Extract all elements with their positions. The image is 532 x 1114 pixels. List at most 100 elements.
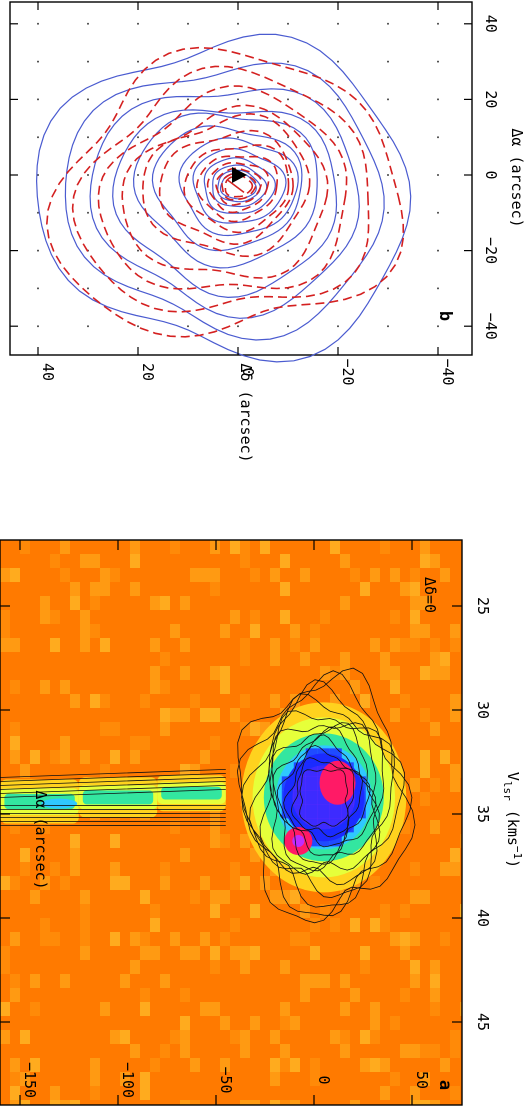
- grid-dot: [387, 60, 389, 63]
- noise-pixel: [200, 932, 210, 946]
- dashed-contour: [183, 144, 290, 234]
- noise-pixel: [230, 708, 240, 722]
- grid-dot: [437, 60, 439, 63]
- noise-pixel: [250, 848, 260, 862]
- grid-dot: [387, 22, 389, 25]
- noise-pixel: [10, 638, 20, 652]
- noise-pixel: [20, 540, 30, 554]
- panel-a: 25 30 35 40 45 −150 −100 −50 0 50 Δδ=0 a Vlsr (km…: [0, 539, 524, 1106]
- noise-pixel: [420, 764, 430, 778]
- noise-pixel: [420, 750, 430, 764]
- noise-pixel: [350, 918, 360, 932]
- panel-a-emission: [0, 702, 407, 893]
- noise-pixel: [170, 708, 180, 722]
- noise-pixel: [410, 862, 420, 876]
- core-pixel: [305, 762, 318, 777]
- noise-pixel: [50, 1086, 60, 1100]
- noise-pixel: [300, 932, 310, 946]
- panel-a-contours: [0, 667, 416, 924]
- noise-pixel: [80, 932, 90, 946]
- core-pixel: [317, 748, 330, 763]
- noise-pixel: [450, 1044, 460, 1058]
- noise-pixel: [410, 778, 420, 792]
- grid-dot: [337, 325, 339, 328]
- dashed-contour: [158, 129, 294, 246]
- noise-pixel: [180, 708, 190, 722]
- grid-dot: [287, 60, 289, 63]
- noise-pixel: [330, 918, 340, 932]
- noise-pixel: [380, 918, 390, 932]
- noise-pixel: [220, 1058, 230, 1072]
- noise-pixel: [380, 1086, 390, 1100]
- x-tick-label: 25: [474, 597, 492, 615]
- noise-pixel: [0, 568, 10, 582]
- noise-pixel: [20, 1030, 30, 1044]
- noise-pixel: [130, 1044, 140, 1058]
- noise-pixel: [100, 694, 110, 708]
- noise-pixel: [150, 666, 160, 680]
- noise-pixel: [130, 932, 140, 946]
- noise-pixel: [260, 876, 270, 890]
- noise-pixel: [460, 750, 462, 764]
- noise-pixel: [340, 1030, 350, 1044]
- noise-pixel: [20, 1100, 30, 1105]
- intensity-contour: [236, 670, 413, 917]
- dashed-contour: [215, 167, 263, 206]
- y-tick-label: −50: [217, 1066, 235, 1093]
- grid-dot: [287, 211, 289, 214]
- grid-dot: [87, 287, 89, 290]
- noise-pixel: [270, 638, 280, 652]
- y-tick-label: −150: [21, 1062, 39, 1098]
- cross-mark: [227, 179, 245, 193]
- noise-pixel: [50, 1100, 60, 1105]
- grid-dot: [237, 98, 239, 101]
- intensity-contour: [0, 788, 226, 806]
- y-tick-label: −40: [439, 358, 457, 385]
- noise-pixel: [90, 1086, 100, 1100]
- noise-pixel: [400, 582, 410, 596]
- panel-b: 40 20 0 −20 −40 40 20 0 −20 −40 b Δα (arcsec) Δδ …: [9, 1, 526, 463]
- noise-pixel: [180, 1044, 190, 1058]
- solid-contour: [178, 137, 299, 237]
- noise-pixel: [370, 1030, 380, 1044]
- grid-dot: [437, 22, 439, 25]
- grid-dot: [187, 60, 189, 63]
- noise-pixel: [350, 988, 360, 1002]
- noise-pixel: [210, 946, 220, 960]
- noise-pixel: [90, 596, 100, 610]
- grid-dot: [87, 211, 89, 214]
- noise-pixel: [250, 946, 260, 960]
- noise-pixel: [90, 1058, 100, 1072]
- noise-pixel: [290, 1058, 300, 1072]
- noise-pixel: [160, 862, 170, 876]
- noise-pixel: [250, 568, 260, 582]
- noise-pixel: [310, 1072, 320, 1086]
- noise-pixel: [430, 1002, 440, 1016]
- grid-dot: [237, 136, 239, 139]
- panel-a-ylabel: Δα (arcsec): [32, 790, 50, 889]
- emission-peak: [319, 760, 356, 805]
- emission-band: [161, 786, 222, 800]
- dashed-contour: [224, 174, 254, 198]
- noise-pixel: [0, 1030, 10, 1044]
- source-marker-icon: [232, 167, 247, 183]
- noise-pixel: [390, 1072, 400, 1086]
- noise-pixel: [40, 932, 50, 946]
- noise-pixel: [390, 666, 400, 680]
- grid-dot: [387, 136, 389, 139]
- noise-pixel: [80, 624, 90, 638]
- y-tick-label: 0: [239, 367, 257, 376]
- noise-pixel: [270, 1030, 280, 1044]
- grid-dot: [437, 325, 439, 328]
- noise-pixel: [460, 834, 462, 848]
- noise-pixel: [10, 1072, 20, 1086]
- noise-pixel: [300, 568, 310, 582]
- noise-pixel: [450, 848, 460, 862]
- noise-pixel: [430, 1044, 440, 1058]
- noise-pixel: [380, 666, 390, 680]
- noise-pixel: [0, 946, 10, 960]
- noise-pixel: [80, 890, 90, 904]
- core-pixel: [293, 776, 306, 791]
- noise-pixel: [310, 918, 320, 932]
- grid-dot: [187, 211, 189, 214]
